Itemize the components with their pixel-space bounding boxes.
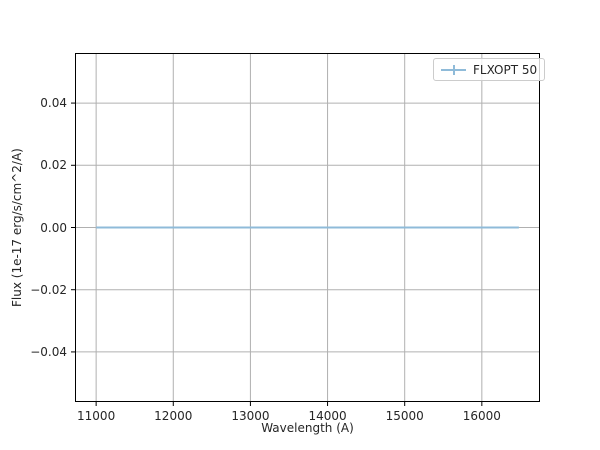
x-tick-label: 13000 [231, 409, 270, 423]
x-tick-label: 16000 [462, 409, 501, 423]
errorbar-marker-icon [441, 64, 466, 76]
plot-canvas [71, 53, 540, 406]
legend-label: FLXOPT 50 [473, 62, 538, 77]
x-tick-label: 11000 [77, 409, 116, 423]
y-tick-label: 0.04 [40, 96, 67, 111]
y-tick-label: −0.04 [30, 344, 67, 359]
x-tick-label: 15000 [385, 409, 424, 423]
errorbar-marker-cap [452, 64, 455, 75]
plot-spines [75, 53, 540, 402]
y-tick-label: 0.02 [40, 158, 67, 173]
x-tick-label: 12000 [154, 409, 193, 423]
x-tick-label: 14000 [308, 409, 347, 423]
legend: FLXOPT 50 [433, 58, 546, 81]
x-axis-label: Wavelength (A) [261, 421, 354, 435]
y-tick-label: −0.02 [30, 282, 67, 297]
y-tick-label: 0.00 [40, 220, 67, 235]
